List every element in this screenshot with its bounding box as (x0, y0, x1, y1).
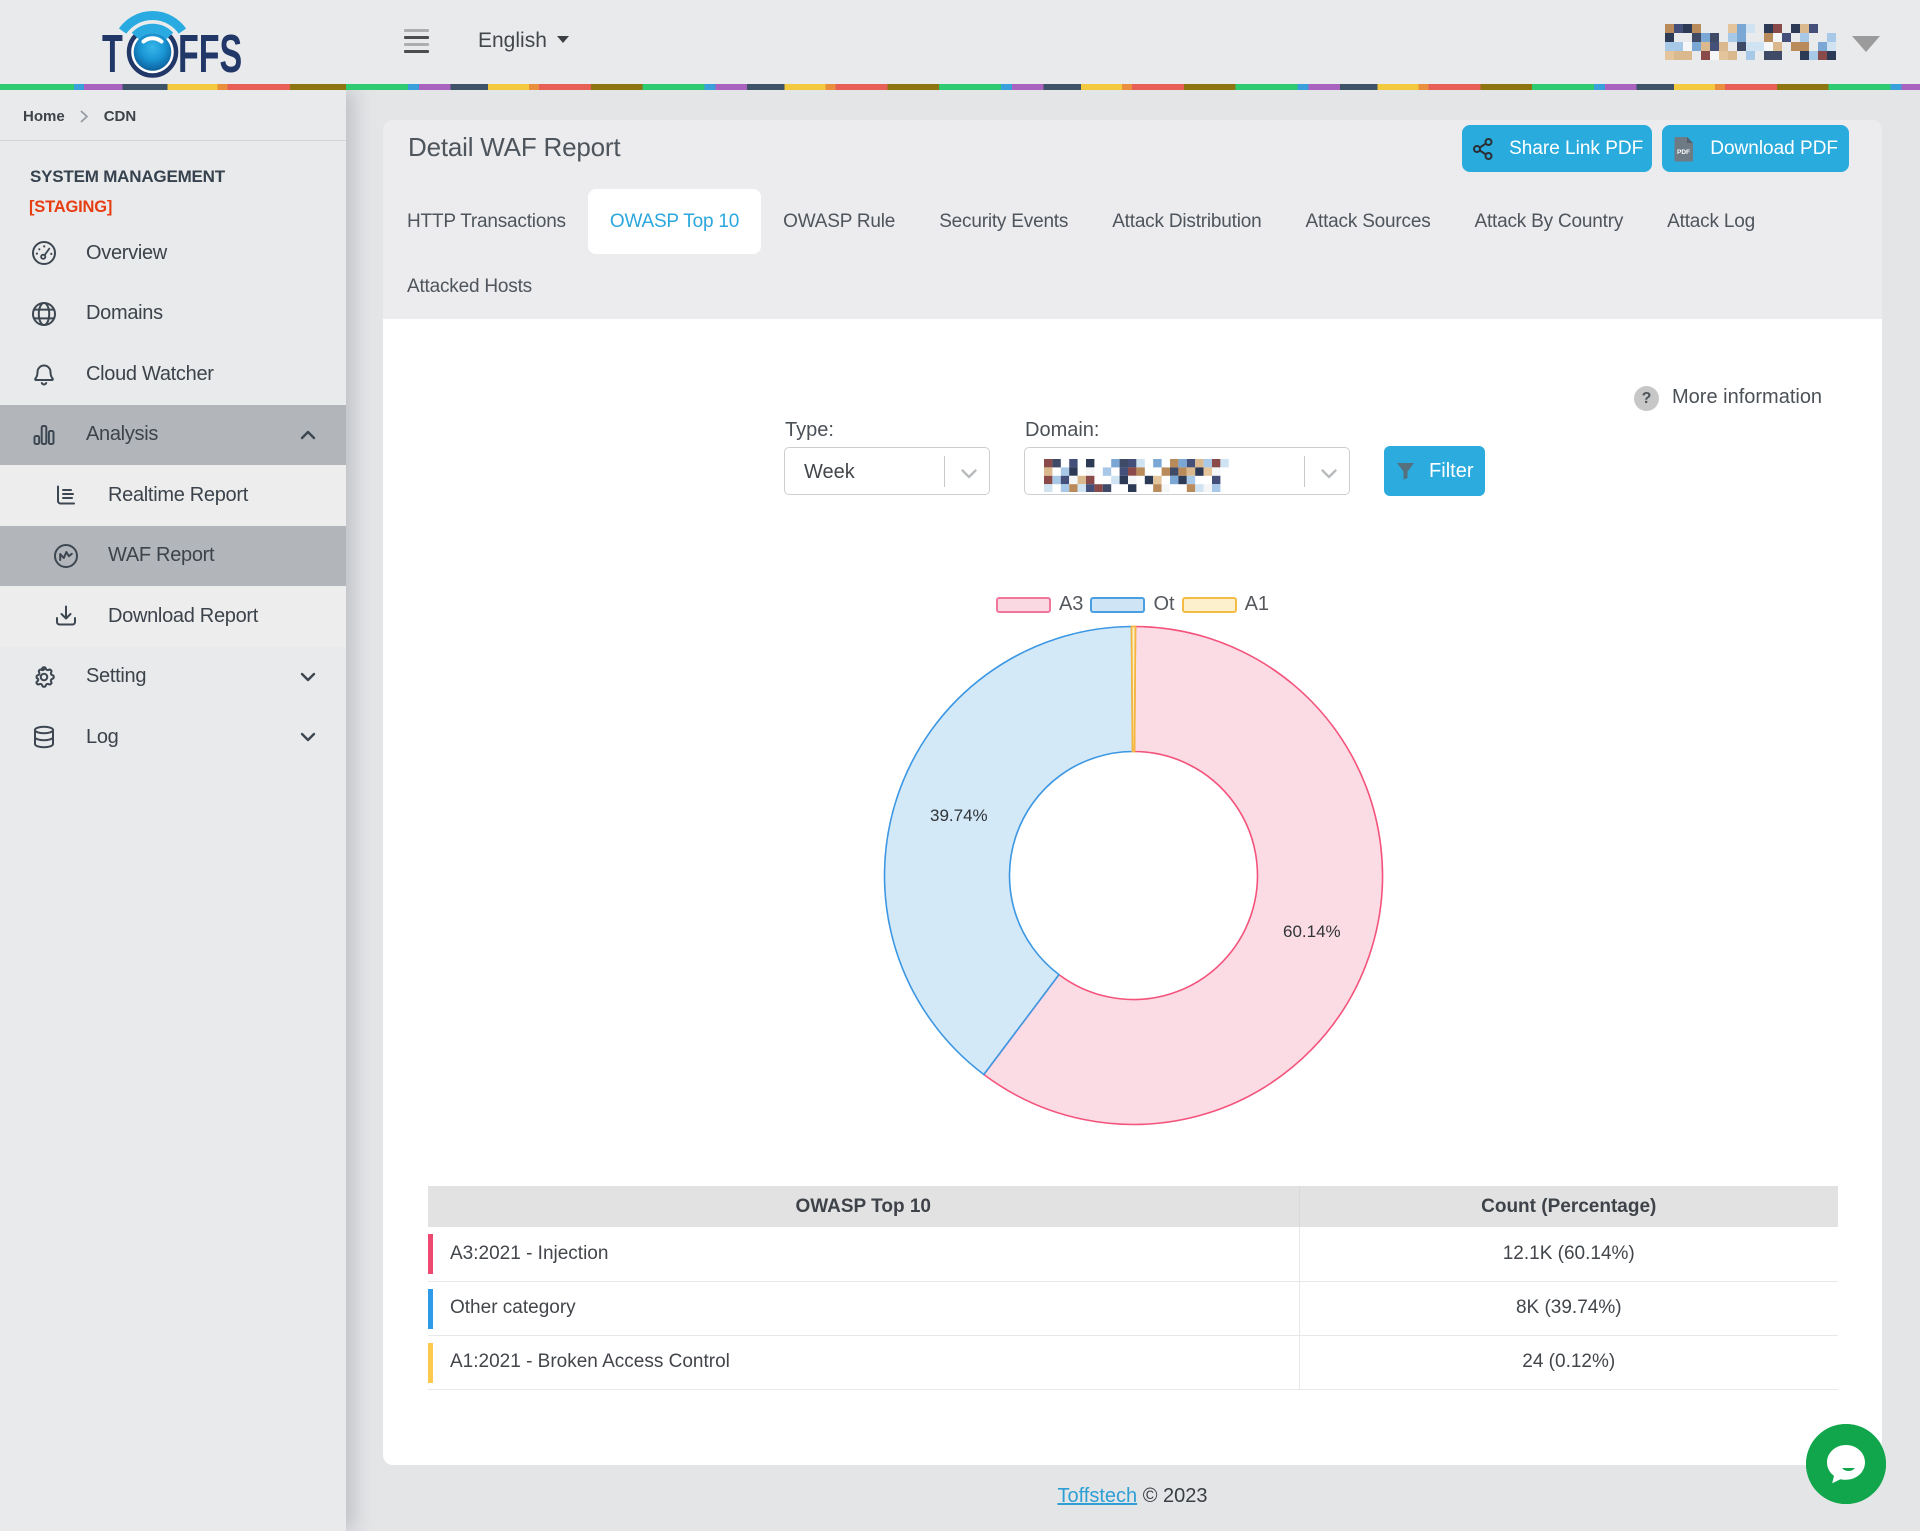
svg-text:FFS: FFS (178, 23, 242, 84)
svg-text:PDF: PDF (1677, 149, 1690, 156)
svg-text:T: T (102, 23, 123, 84)
